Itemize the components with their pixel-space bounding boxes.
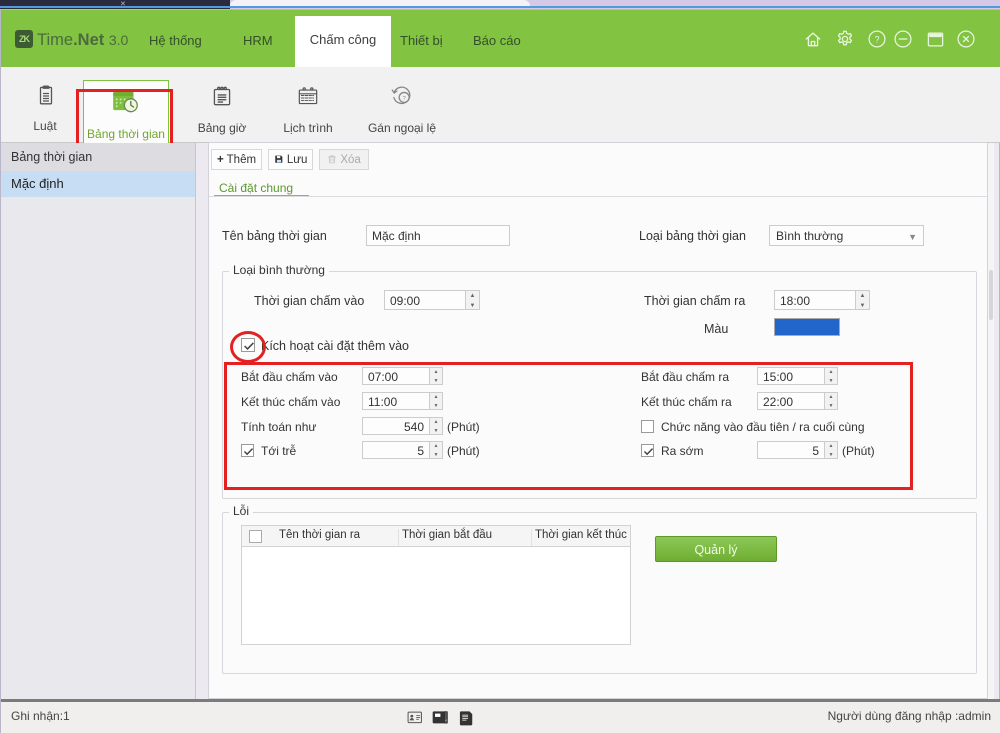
svg-text:?: ? <box>875 35 880 45</box>
svg-text:?: ? <box>403 96 406 102</box>
